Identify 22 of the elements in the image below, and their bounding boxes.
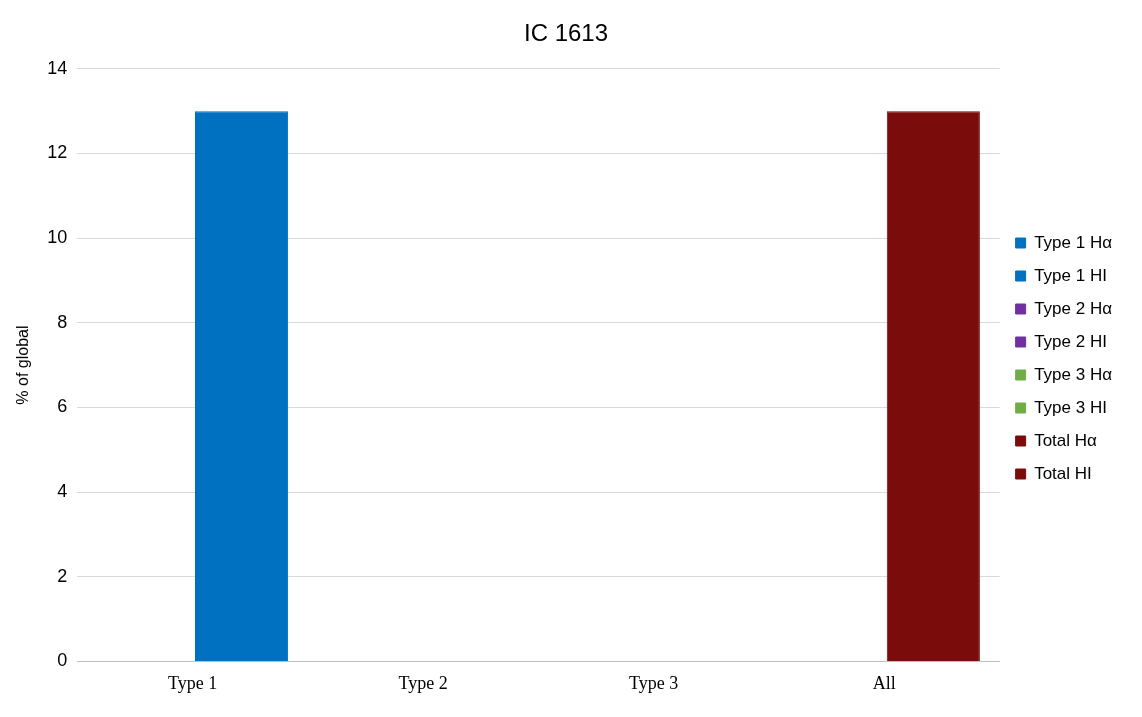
legend-label: Type 2 Hα [1034,298,1113,318]
legend-label: Type 1 HI [1034,265,1107,285]
x-tick-label: All [872,672,896,693]
legend-label: Total HI [1034,463,1092,483]
legend-label: Total Hα [1034,430,1098,450]
chart-title: IC 1613 [523,19,609,47]
x-tick-label: Type 2 [398,672,448,693]
x-tick-label: Type 3 [629,672,679,693]
y-tick-label: 6 [57,396,68,417]
y-tick-label: 8 [57,311,68,332]
y-tick-label: 10 [47,227,68,248]
x-tick-label: Type 1 [167,672,218,693]
y-tick-label: 2 [57,565,68,586]
y-tick-label: 14 [47,57,68,78]
legend-label: Type 3 Hα [1034,364,1113,384]
y-axis-title: % of global [14,325,32,405]
legend-label: Type 2 HI [1034,331,1107,351]
y-tick-label: 4 [57,481,68,502]
y-tick-label: 0 [57,650,68,671]
y-tick-label: 12 [47,142,68,163]
legend-label: Type 3 HI [1034,397,1107,417]
legend-label: Type 1 Hα [1034,232,1113,252]
